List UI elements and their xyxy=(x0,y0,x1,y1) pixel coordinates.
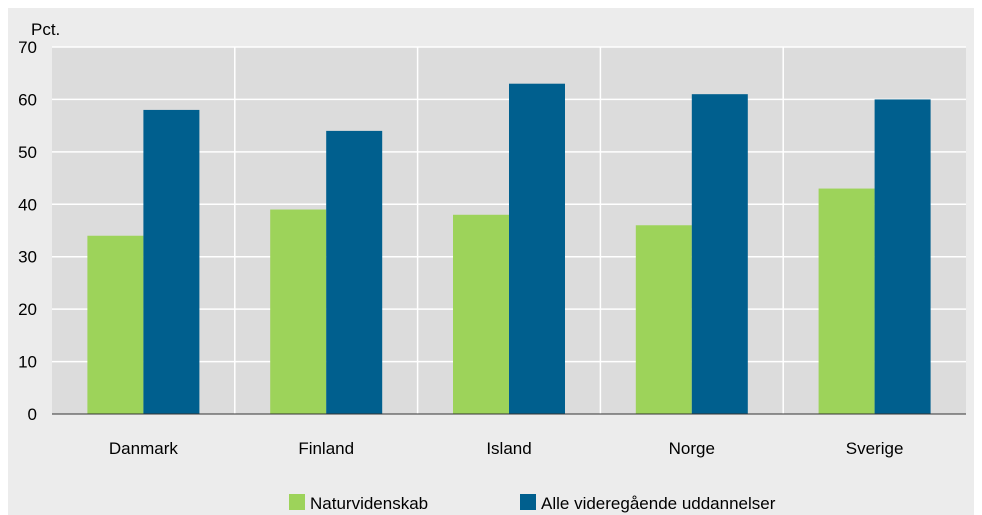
y-tick-label: 10 xyxy=(18,353,37,372)
y-tick-label: 0 xyxy=(28,405,37,424)
x-tick-label: Norge xyxy=(669,439,715,458)
bar-sverige-series-1 xyxy=(874,99,931,414)
bar-danmark-series-1 xyxy=(143,109,200,415)
bar-norge-series-1 xyxy=(691,94,748,414)
y-tick-label: 40 xyxy=(18,195,37,214)
y-axis-unit-label: Pct. xyxy=(31,20,60,39)
bar-finland-series-0 xyxy=(270,209,327,414)
legend-swatch xyxy=(520,494,536,510)
y-tick-label: 20 xyxy=(18,300,37,319)
bar-finland-series-1 xyxy=(326,130,383,414)
x-tick-label: Danmark xyxy=(109,439,178,458)
y-tick-label: 50 xyxy=(18,143,37,162)
bar-norge-series-0 xyxy=(635,225,692,414)
bar-island-series-1 xyxy=(509,83,565,414)
bar-island-series-0 xyxy=(453,214,509,414)
x-tick-label: Sverige xyxy=(846,439,904,458)
x-tick-label: Finland xyxy=(298,439,354,458)
legend-label: Alle videregående uddannelser xyxy=(541,494,776,513)
y-tick-label: 70 xyxy=(18,38,37,57)
y-tick-label: 30 xyxy=(18,248,37,267)
bar-sverige-series-0 xyxy=(818,188,875,414)
y-tick-label: 60 xyxy=(18,90,37,109)
legend-swatch xyxy=(289,494,305,510)
legend-label: Naturvidenskab xyxy=(310,494,428,513)
legend: Naturvidenskab Alle videregående uddannel… xyxy=(289,494,776,513)
bar-danmark-series-0 xyxy=(87,235,144,414)
x-tick-label: Island xyxy=(486,439,531,458)
y-tick-labels: 0 10 20 30 40 50 60 70 xyxy=(18,38,37,424)
bars xyxy=(87,83,931,415)
x-tick-labels: Danmark Finland Island Norge Sverige xyxy=(109,439,904,458)
